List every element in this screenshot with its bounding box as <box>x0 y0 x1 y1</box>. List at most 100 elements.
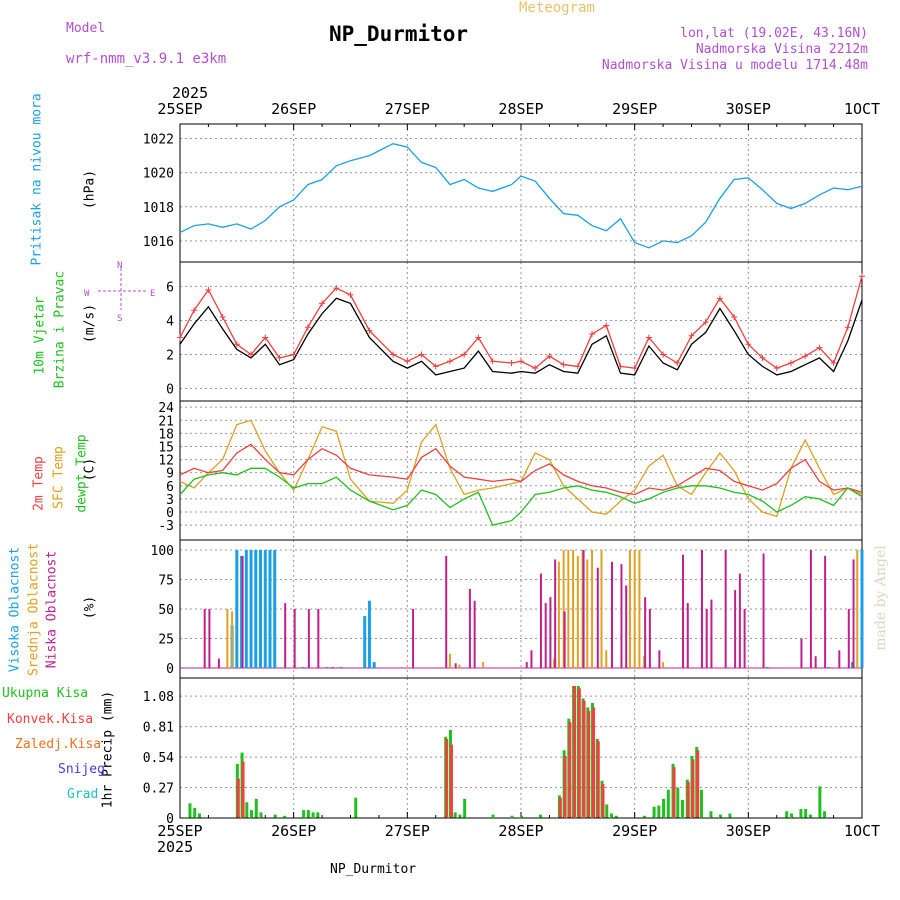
low-cloud-bar <box>544 603 547 668</box>
wind-gust-marker <box>248 351 255 358</box>
low-cloud-bar <box>724 550 727 668</box>
conv-precip-bar <box>573 686 577 818</box>
conv-precip-bar <box>563 755 567 818</box>
total-precip-bar <box>193 807 197 818</box>
xtick-label-top: 26SEP <box>271 100 316 118</box>
low-cloud-bar <box>686 603 689 668</box>
low-cloud-bar <box>743 609 746 668</box>
ytick-label: 12 <box>158 454 174 469</box>
compass-w: W <box>84 289 90 299</box>
mid-cloud-bar <box>600 550 603 668</box>
dewpt-line <box>179 467 863 526</box>
low-cloud-bar <box>530 650 533 668</box>
wind-ylabel-line2: Brzina i Pravac <box>52 270 68 389</box>
compass-e: E <box>150 289 156 299</box>
wind-gust-marker <box>532 365 539 372</box>
mid-cloud-bar <box>557 561 560 668</box>
mid-cloud-bar <box>628 550 631 668</box>
mid-cloud-bar <box>572 550 575 668</box>
wind-gust-marker <box>205 286 212 293</box>
total-precip-bar <box>818 786 822 818</box>
wind-gust-marker <box>446 358 453 365</box>
low-cloud-bar <box>710 599 713 668</box>
mid-cloud-bar <box>231 611 234 668</box>
xtick-label-top: 30SEP <box>726 100 771 118</box>
high-cloud-bar <box>235 550 239 668</box>
total-precip-bar <box>188 803 192 818</box>
xtick-label-top: 28SEP <box>498 100 543 118</box>
wind-ylabel-line1: 10m Vjetar <box>32 296 48 375</box>
total-precip-bar <box>643 815 647 818</box>
wind-gust-marker <box>191 307 198 314</box>
conv-precip-bar <box>696 750 700 818</box>
wind-gust-marker <box>731 314 738 321</box>
total-precip-bar <box>605 804 609 818</box>
footer-station-name: NP_Durmitor <box>330 862 417 877</box>
xtick-label-bottom: 1OCT <box>844 822 880 840</box>
year-label-bottom: 2025 <box>157 838 194 856</box>
low-cloud-bar <box>208 609 211 668</box>
high-cloud-bar <box>860 550 864 668</box>
total-precip-bar <box>510 815 514 818</box>
mid-cloud-bar <box>226 609 229 668</box>
mid-cloud-bar <box>567 550 570 668</box>
high-cloud-bar <box>259 550 263 668</box>
wind-gust-marker <box>290 351 297 358</box>
model-altitude-label: Nadmorska Visina u modelu 1714.48m <box>601 58 868 73</box>
wind-gust-marker <box>177 334 183 341</box>
high-cloud-bar <box>268 550 272 668</box>
low-cloud-bar <box>814 656 817 668</box>
total-precip-bar <box>652 806 656 818</box>
precip-ylabel: 1hr Precip (mm) <box>100 690 116 809</box>
high-cloud-bar <box>339 667 343 668</box>
mid-cloud-bar <box>591 550 594 668</box>
wind-gust-marker <box>830 359 837 366</box>
ytick-label: 1020 <box>143 167 174 182</box>
conv-precip-bar <box>686 781 690 818</box>
mid-cloud-bar <box>448 653 451 668</box>
mid-cloud-bar <box>586 559 589 668</box>
compass-rose-icon <box>98 268 146 310</box>
mid-cloud-bar <box>576 555 579 668</box>
wind-gust-marker <box>859 273 865 280</box>
xtick-label-bottom: 25SEP <box>157 822 202 840</box>
total-precip-bar <box>699 789 703 818</box>
low-cloud-bar <box>525 662 528 668</box>
ytick-label: 3 <box>166 493 174 508</box>
conv-precip-bar <box>236 778 240 818</box>
wind-gust-marker <box>418 351 425 358</box>
wind-gust-marker <box>560 361 567 368</box>
wind-gust-marker <box>773 365 780 372</box>
total-precip-bar <box>458 814 462 818</box>
ytick-label: 100 <box>151 544 174 559</box>
xtick-label-top: 27SEP <box>385 100 430 118</box>
station-title: NP_Durmitor <box>329 22 469 46</box>
low-cloud-bar <box>539 573 542 668</box>
wind-gust-marker <box>702 319 709 326</box>
ytick-label: 24 <box>158 401 174 416</box>
low-cloud-bar <box>705 609 708 668</box>
wind-gust-marker <box>366 327 373 334</box>
wind-gust-marker <box>645 334 652 341</box>
conv-precip-bar <box>568 722 572 818</box>
total-precip-bar <box>789 813 793 818</box>
high-cloud-bar <box>273 550 277 668</box>
ytick-label: 4 <box>166 314 174 329</box>
mid-cloud-bar <box>662 662 665 668</box>
wind-gust-marker <box>262 334 269 341</box>
model-name: wrf-nmm_v3.9.1 e3km <box>66 51 227 67</box>
meteogram-label: Meteogram <box>519 0 595 16</box>
temp-ylabel-line2: SFC Temp <box>51 446 67 509</box>
high-cloud-bar <box>367 600 371 668</box>
total-precip-bar <box>453 812 457 818</box>
xtick-label-bottom: 30SEP <box>726 822 771 840</box>
conv-precip-bar <box>582 700 586 818</box>
low-cloud-bar <box>852 559 855 668</box>
sfc-temp-line <box>179 419 863 518</box>
ytick-label: 0 <box>166 662 174 677</box>
wind-gust-marker <box>461 351 468 358</box>
low-cloud-bar <box>563 611 566 668</box>
low-cloud-bar <box>203 609 206 668</box>
compass-s: S <box>117 314 123 324</box>
